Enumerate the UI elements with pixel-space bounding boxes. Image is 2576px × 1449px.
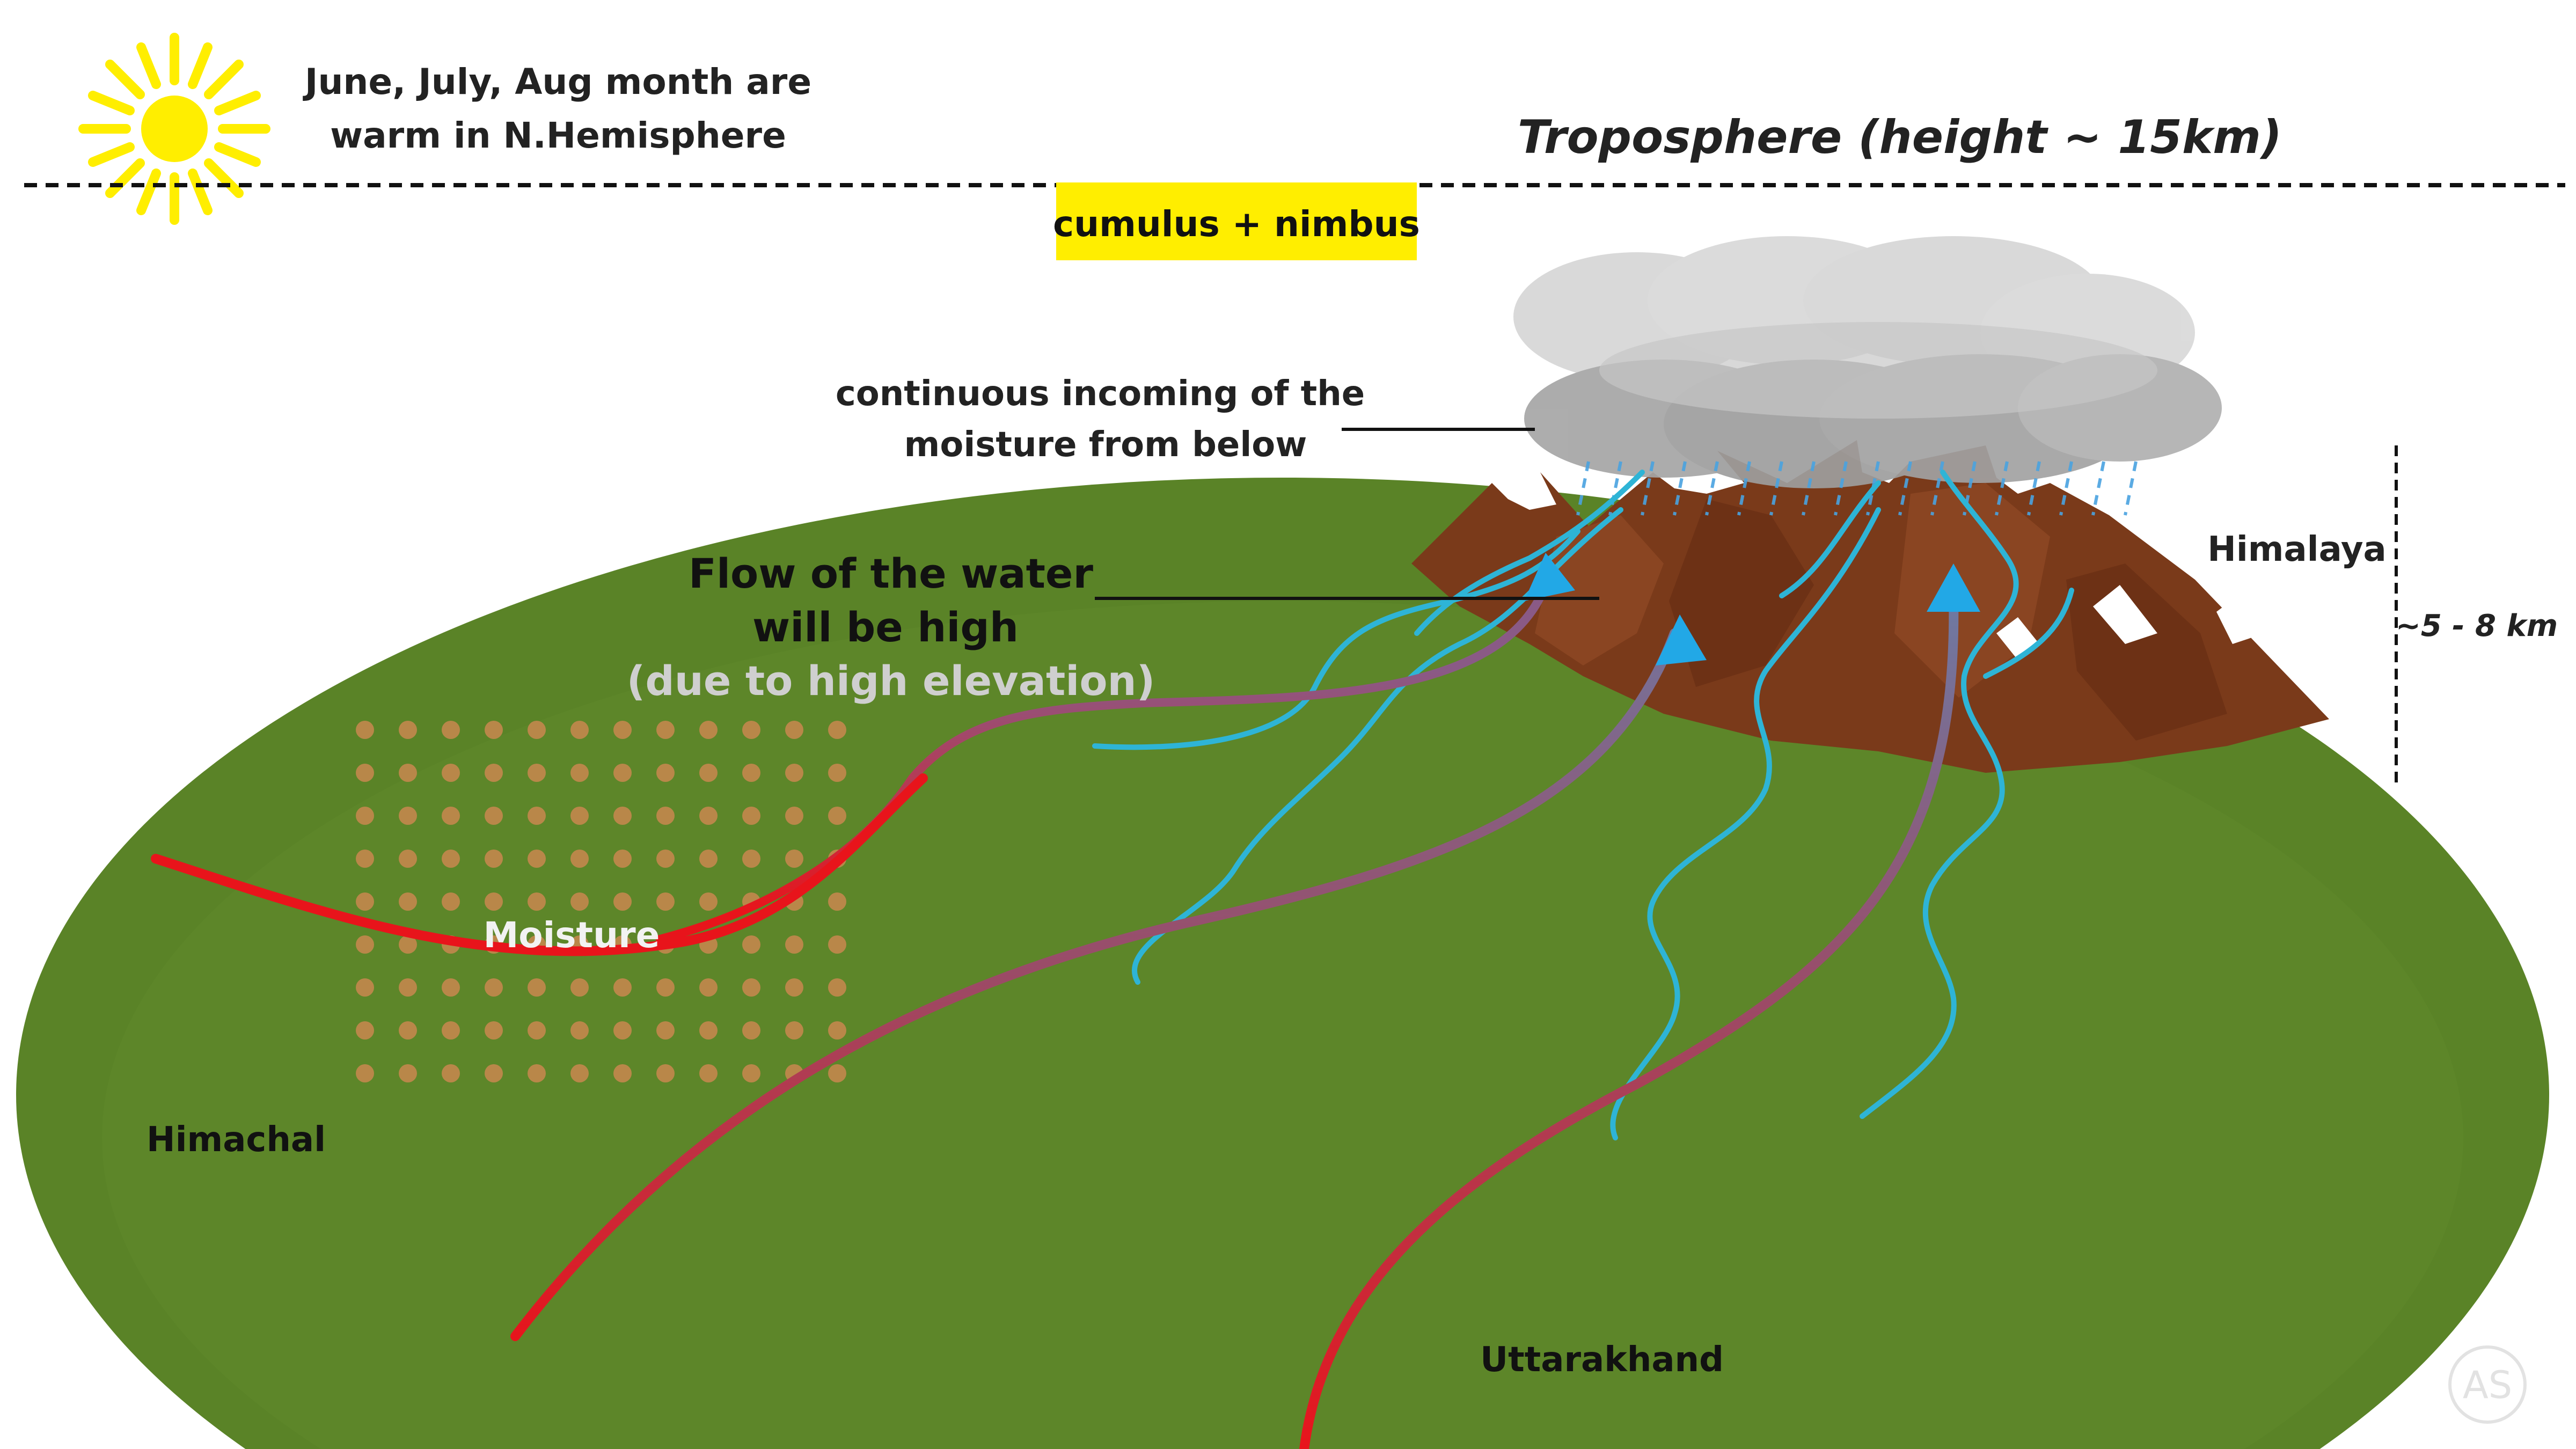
himalaya-label: Himalaya [2207,530,2386,569]
wind-arrowhead-2 [1656,614,1707,665]
rivers [1092,470,2074,1140]
rain [1576,461,2138,516]
watermark-badge: AS [2448,1345,2527,1424]
moisture-incoming-line1: continuous incoming of the [836,374,1365,414]
himachal-label: Himachal [147,1120,326,1160]
river-2 [1132,507,1623,985]
moisture-label: Moisture [484,914,660,956]
season-text-line1: June, July, Aug month are [303,61,811,103]
flow-line2: will be high [752,603,1019,651]
wind-arrowhead-3 [1927,564,1980,612]
river-7 [1983,588,2074,679]
flow-line1: Flow of the water [689,550,1093,597]
wind-arrowhead-1 [1524,553,1575,601]
river-6 [1779,480,1881,598]
river-3 [1610,507,1881,1140]
wind-flow-west [151,773,928,956]
moisture-incoming-line2: moisture from below [904,425,1307,465]
wind-flow-3 [656,581,1550,943]
height-range-label: ~5 - 8 km [2396,609,2558,643]
wind-flow-2 [1299,591,1959,1449]
cloud-type-label: cumulus + nimbus [1053,203,1420,245]
river-4 [1860,470,2019,1119]
watermark-text: AS [2463,1363,2512,1407]
monsoon-winds [151,553,1980,1449]
wind-flow-1 [510,628,1679,1341]
flow-line3: (due to high elevation) [627,657,1155,705]
sun-icon [78,33,270,225]
cumulonimbus-cloud [1513,236,2222,488]
himalaya-mountains [1411,429,2329,773]
season-text-line2: warm in N.Hemisphere [330,115,786,156]
cloud-label-highlight [1056,182,1417,260]
uttarakhand-label: Uttarakhand [1480,1340,1724,1380]
river-5 [1414,470,1645,636]
river-1 [1092,529,1580,750]
troposphere-label: Troposphere (height ~ 15km) [1518,111,2282,164]
